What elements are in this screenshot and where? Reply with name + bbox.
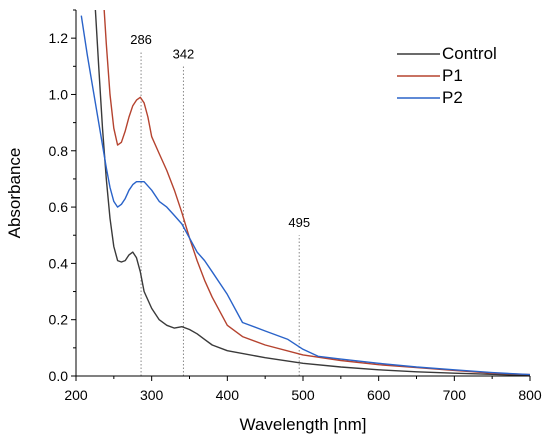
x-tick-label: 300: [140, 387, 164, 403]
y-tick-label: 0.6: [49, 199, 69, 215]
series-line-p1: [103, 10, 530, 376]
x-tick-label: 600: [367, 387, 391, 403]
legend-item-p1: P1: [397, 66, 463, 85]
x-tick-label: 700: [443, 387, 467, 403]
y-axis-title: Absorbance: [5, 148, 24, 239]
y-tick-label: 0.8: [49, 143, 69, 159]
legend-label-p1: P1: [442, 66, 463, 85]
axes: 200 300 400 500 600 700 800 0.0 0.2 0.4 0.6 0.8 1.0 1…: [49, 9, 542, 403]
legend-label-p2: P2: [442, 88, 463, 107]
legend-item-control: Control: [397, 44, 497, 63]
y-tick-label: 1.0: [49, 86, 69, 102]
legend: Control P1 P2: [397, 44, 497, 107]
y-tick-label: 0.2: [49, 312, 69, 328]
y-tick-label: 1.2: [49, 30, 69, 46]
plot-area: [76, 10, 530, 376]
y-tick-label: 0.4: [49, 255, 69, 271]
peak-label-286: 286: [130, 32, 152, 47]
x-axis-title: Wavelength [nm]: [240, 415, 367, 434]
x-tick-label: 200: [64, 387, 88, 403]
series-line-p2: [80, 15, 530, 376]
series-line-control: [94, 10, 530, 376]
legend-item-p2: P2: [397, 88, 463, 107]
peak-label-495: 495: [288, 215, 310, 230]
x-tick-label: 400: [216, 387, 240, 403]
y-tick-label: 0.0: [49, 368, 69, 384]
plot-background: [76, 10, 530, 376]
legend-label-control: Control: [442, 44, 497, 63]
peak-label-342: 342: [173, 46, 195, 61]
x-tick-label: 800: [518, 387, 542, 403]
reference-lines: 286 342 495: [130, 32, 310, 376]
x-tick-label: 500: [291, 387, 315, 403]
series-lines: [80, 10, 530, 376]
